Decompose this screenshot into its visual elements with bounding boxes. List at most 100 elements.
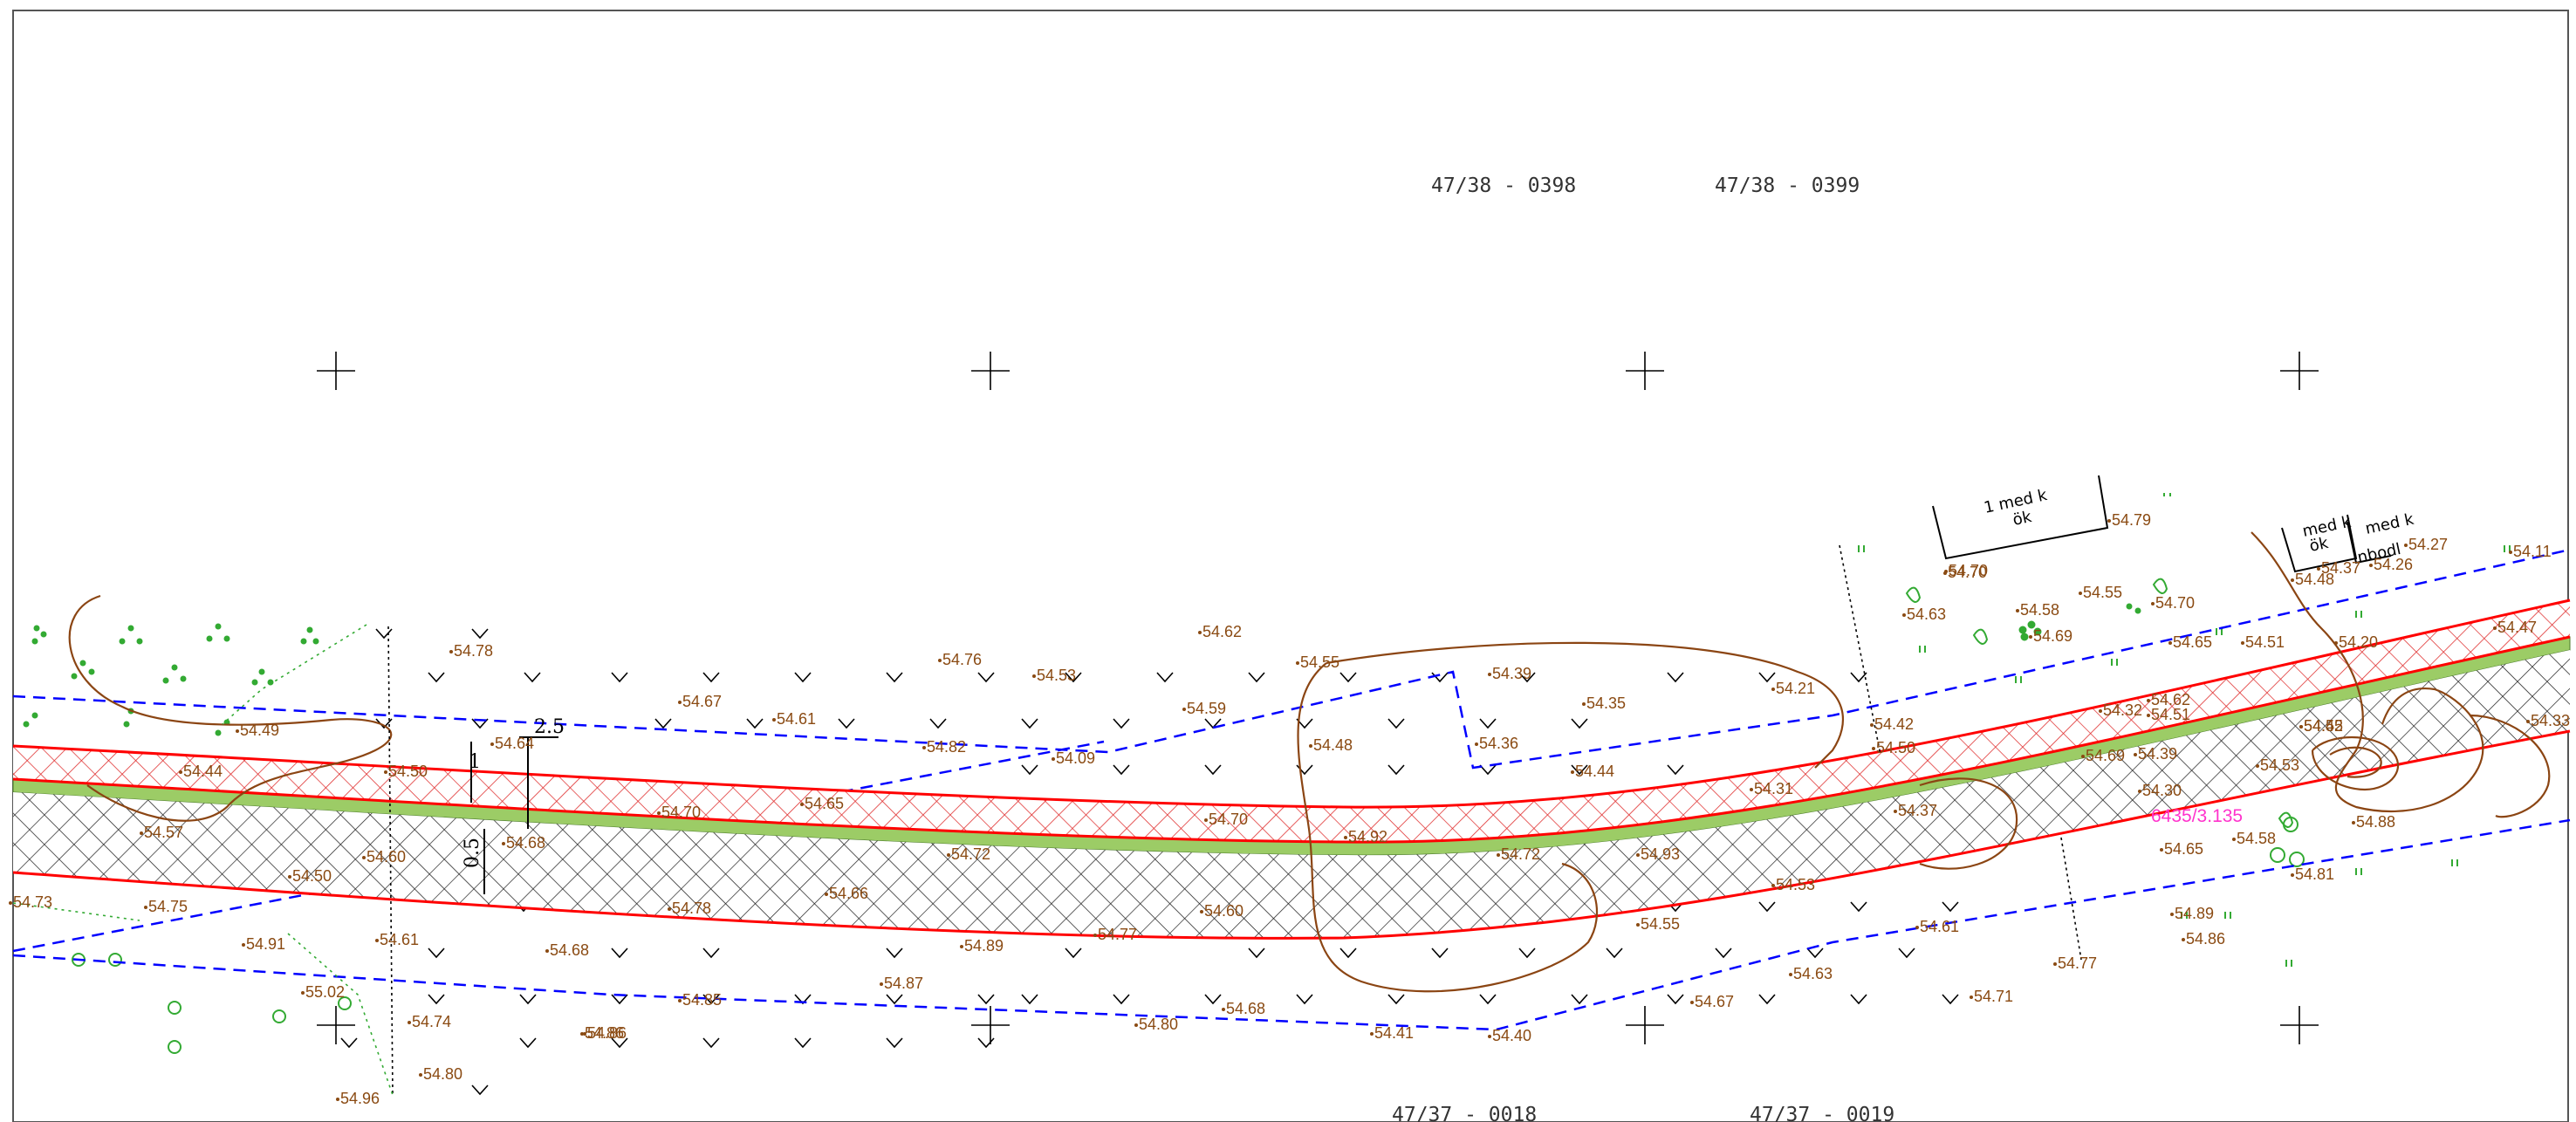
elevation-point xyxy=(1475,742,1478,746)
elevation-point xyxy=(2352,821,2355,824)
elevation-label: 54.35 xyxy=(1586,694,1626,712)
road-edges xyxy=(12,599,2571,940)
ground-mark xyxy=(1479,764,1497,776)
elevation-point xyxy=(2493,626,2497,630)
ground-mark xyxy=(1204,764,1222,776)
elevation-label: 54.68 xyxy=(550,941,589,959)
elevation-label: 54.79 xyxy=(2112,511,2151,529)
ground-mark xyxy=(1339,948,1357,959)
building-3-label: med k xyxy=(2364,510,2416,538)
elevation-label: 54.81 xyxy=(2295,865,2334,883)
elevation-label: 54.51 xyxy=(2245,633,2285,651)
ground-mark xyxy=(1942,994,1959,1005)
ground-mark xyxy=(1571,718,1588,729)
elevation-label: 54.78 xyxy=(454,642,493,660)
ground-mark xyxy=(1758,901,1776,913)
elevation-point xyxy=(2151,602,2155,605)
elevation-label: 54.50 xyxy=(292,867,332,885)
elevation-point xyxy=(1222,1008,1225,1011)
elevation-label: 54.11 xyxy=(2513,543,2552,560)
drawing-frame xyxy=(12,10,2569,1122)
elevation-label: 54.53 xyxy=(1776,876,1815,893)
elevation-label: 54.41 xyxy=(1374,1024,1414,1042)
vegetation-boundary xyxy=(12,624,394,1096)
ground-mark xyxy=(1387,764,1405,776)
ground-mark xyxy=(1667,672,1684,683)
ground-mark xyxy=(1248,672,1265,683)
elevation-point xyxy=(1134,1023,1138,1027)
elevation-label: 54.60 xyxy=(1204,902,1243,920)
elevation-point xyxy=(1488,1035,1491,1038)
elevation-label: 54.58 xyxy=(2020,601,2059,619)
elevation-points: 54.78 54.64 54.67 54.61 54.76 54.53 54.62 54.55… xyxy=(9,511,2570,1107)
ground-mark xyxy=(1387,718,1405,729)
elevation-point xyxy=(1309,744,1312,748)
elevation-point xyxy=(502,842,505,845)
elevation-point xyxy=(2526,720,2530,723)
elevation-label: 54.31 xyxy=(1754,780,1793,797)
elevation-point xyxy=(678,999,682,1002)
elevation-label: 54.64 xyxy=(495,735,534,752)
elevation-point xyxy=(1032,674,1036,678)
elevation-point xyxy=(1093,934,1097,937)
ground-mark xyxy=(428,994,445,1005)
elevation-point xyxy=(2241,641,2244,645)
elevation-point xyxy=(1636,923,1640,927)
elevation-label: 54.37 xyxy=(2321,559,2360,577)
elevation-point xyxy=(2299,725,2303,729)
elevation-point xyxy=(2053,962,2057,966)
elevation-label: 54.47 xyxy=(2497,619,2537,636)
elevation-label: 54.68 xyxy=(506,834,545,852)
elevation-label: 54.48 xyxy=(2295,571,2334,588)
elevation-point xyxy=(236,729,239,733)
elevation-point xyxy=(2168,641,2172,645)
elevation-point xyxy=(2369,564,2373,567)
ground-mark xyxy=(1571,994,1588,1005)
elevation-label: 54.61 xyxy=(380,931,419,948)
elevation-label: 54.21 xyxy=(1776,680,1815,697)
ground-mark xyxy=(1248,948,1265,959)
elevation-point xyxy=(960,945,963,948)
elevation-point xyxy=(1894,810,1897,813)
elevation-label: 54.88 xyxy=(2356,813,2395,831)
grid-cross xyxy=(1626,1006,1664,1044)
grid-cross xyxy=(317,1006,355,1044)
elevation-point xyxy=(1970,995,1973,999)
ground-mark xyxy=(1850,994,1867,1005)
ground-mark xyxy=(375,628,393,640)
elevation-label: 54.70 xyxy=(1948,564,1987,581)
ground-mark xyxy=(519,994,537,1005)
elevation-label: 54.40 xyxy=(1492,1027,1531,1044)
elevation-label: 54.72 xyxy=(1501,845,1540,863)
elevation-label: 54.51 xyxy=(2151,706,2190,723)
elevation-label: 54.85 xyxy=(682,991,722,1009)
elevation-point xyxy=(375,939,379,942)
building-2-label: med k xyxy=(2301,513,2353,541)
elevation-point xyxy=(1296,661,1299,665)
ground-mark xyxy=(1113,718,1130,729)
ground-mark xyxy=(977,994,995,1005)
ground-mark xyxy=(702,1037,720,1049)
elevation-label: 54.70 xyxy=(1209,811,1248,828)
elevation-label: 54.61 xyxy=(777,710,816,728)
elevation-point xyxy=(9,901,12,905)
elevation-point xyxy=(2256,764,2259,768)
elevation-label: 54.71 xyxy=(1974,988,2013,1005)
vegetation-area xyxy=(23,603,2141,736)
elevation-point xyxy=(1571,770,1574,774)
elevation-label: 54.80 xyxy=(423,1065,462,1083)
elevation-label: 54.62 xyxy=(2151,691,2190,708)
elevation-point xyxy=(2291,578,2294,582)
elevation-label: 54.39 xyxy=(2138,745,2177,763)
elevation-label: 54.49 xyxy=(240,722,279,739)
ground-mark xyxy=(1571,764,1588,776)
elevation-point xyxy=(657,811,661,815)
elevation-point xyxy=(2147,714,2150,717)
elevation-point xyxy=(583,1032,586,1036)
elevation-label: 54.48 xyxy=(1313,736,1353,754)
elevation-label: 54.80 xyxy=(1139,1016,1178,1033)
elevation-point xyxy=(678,701,682,704)
building-outlines xyxy=(1932,475,2392,573)
elevation-label: 54.82 xyxy=(927,738,966,756)
ground-mark xyxy=(794,1037,812,1049)
